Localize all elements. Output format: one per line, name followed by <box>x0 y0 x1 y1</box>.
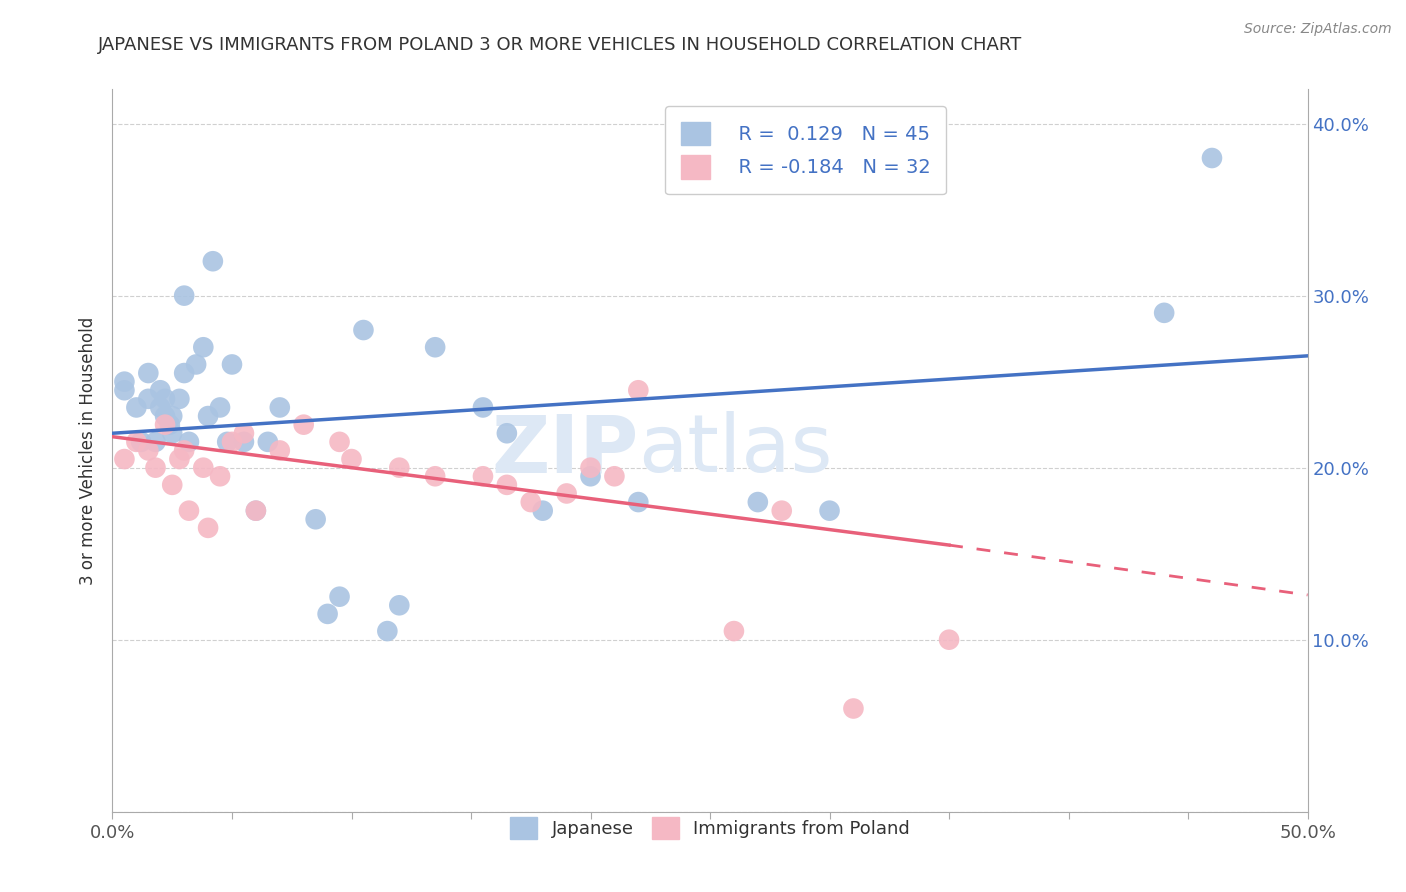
Point <box>531 503 554 517</box>
Point <box>269 443 291 458</box>
Point <box>162 426 183 441</box>
Point <box>114 384 135 398</box>
Point <box>138 366 160 380</box>
Point <box>217 434 239 449</box>
Point <box>209 401 232 415</box>
Point <box>472 401 495 415</box>
Point <box>425 340 447 354</box>
Y-axis label: 3 or more Vehicles in Household: 3 or more Vehicles in Household <box>79 317 97 584</box>
Point <box>555 486 578 500</box>
Point <box>627 495 650 509</box>
Point <box>340 452 363 467</box>
Point <box>316 607 339 621</box>
Point <box>245 503 267 517</box>
Point <box>114 375 135 389</box>
Point <box>233 434 256 449</box>
Point <box>173 443 195 458</box>
Point <box>818 503 841 517</box>
Text: atlas: atlas <box>638 411 832 490</box>
Point <box>770 503 793 517</box>
Point <box>579 460 602 475</box>
Point <box>425 469 447 483</box>
Point <box>292 417 315 432</box>
Point <box>145 434 167 449</box>
Point <box>221 358 243 372</box>
Point <box>627 384 650 398</box>
Point <box>173 288 195 302</box>
Point <box>496 426 519 441</box>
Point <box>153 417 176 432</box>
Point <box>520 495 543 509</box>
Point <box>193 340 215 354</box>
Point <box>153 392 176 406</box>
Text: ZIP: ZIP <box>491 411 638 490</box>
Point <box>305 512 328 526</box>
Point <box>938 632 960 647</box>
Point <box>162 409 183 423</box>
Point <box>842 701 865 715</box>
Point <box>114 452 135 467</box>
Point <box>197 521 219 535</box>
Point <box>129 434 152 449</box>
Point <box>233 426 256 441</box>
Point <box>329 434 352 449</box>
Point <box>201 254 224 268</box>
Point <box>472 469 495 483</box>
Point <box>169 392 191 406</box>
Point <box>388 599 411 613</box>
Point <box>138 392 160 406</box>
Point <box>193 460 215 475</box>
Point <box>257 434 280 449</box>
Point <box>186 358 208 372</box>
Point <box>723 624 745 639</box>
Point <box>329 590 352 604</box>
Point <box>162 478 183 492</box>
Point <box>149 384 172 398</box>
Point <box>269 401 291 415</box>
Text: JAPANESE VS IMMIGRANTS FROM POLAND 3 OR MORE VEHICLES IN HOUSEHOLD CORRELATION C: JAPANESE VS IMMIGRANTS FROM POLAND 3 OR … <box>98 36 1022 54</box>
Point <box>1153 306 1175 320</box>
Legend: Japanese, Immigrants from Poland: Japanese, Immigrants from Poland <box>503 810 917 846</box>
Point <box>138 443 160 458</box>
Point <box>125 401 148 415</box>
Point <box>173 366 195 380</box>
Point <box>177 434 200 449</box>
Point <box>221 434 243 449</box>
Point <box>149 401 172 415</box>
Point <box>197 409 219 423</box>
Point <box>579 469 602 483</box>
Text: Source: ZipAtlas.com: Source: ZipAtlas.com <box>1244 22 1392 37</box>
Point <box>159 417 181 432</box>
Point <box>125 434 148 449</box>
Point <box>603 469 626 483</box>
Point <box>388 460 411 475</box>
Point <box>153 409 176 423</box>
Point <box>145 460 167 475</box>
Point <box>177 503 200 517</box>
Point <box>1201 151 1223 165</box>
Point <box>747 495 769 509</box>
Point <box>245 503 267 517</box>
Point <box>209 469 232 483</box>
Point <box>352 323 374 337</box>
Point <box>169 452 191 467</box>
Point <box>496 478 519 492</box>
Point <box>377 624 399 639</box>
